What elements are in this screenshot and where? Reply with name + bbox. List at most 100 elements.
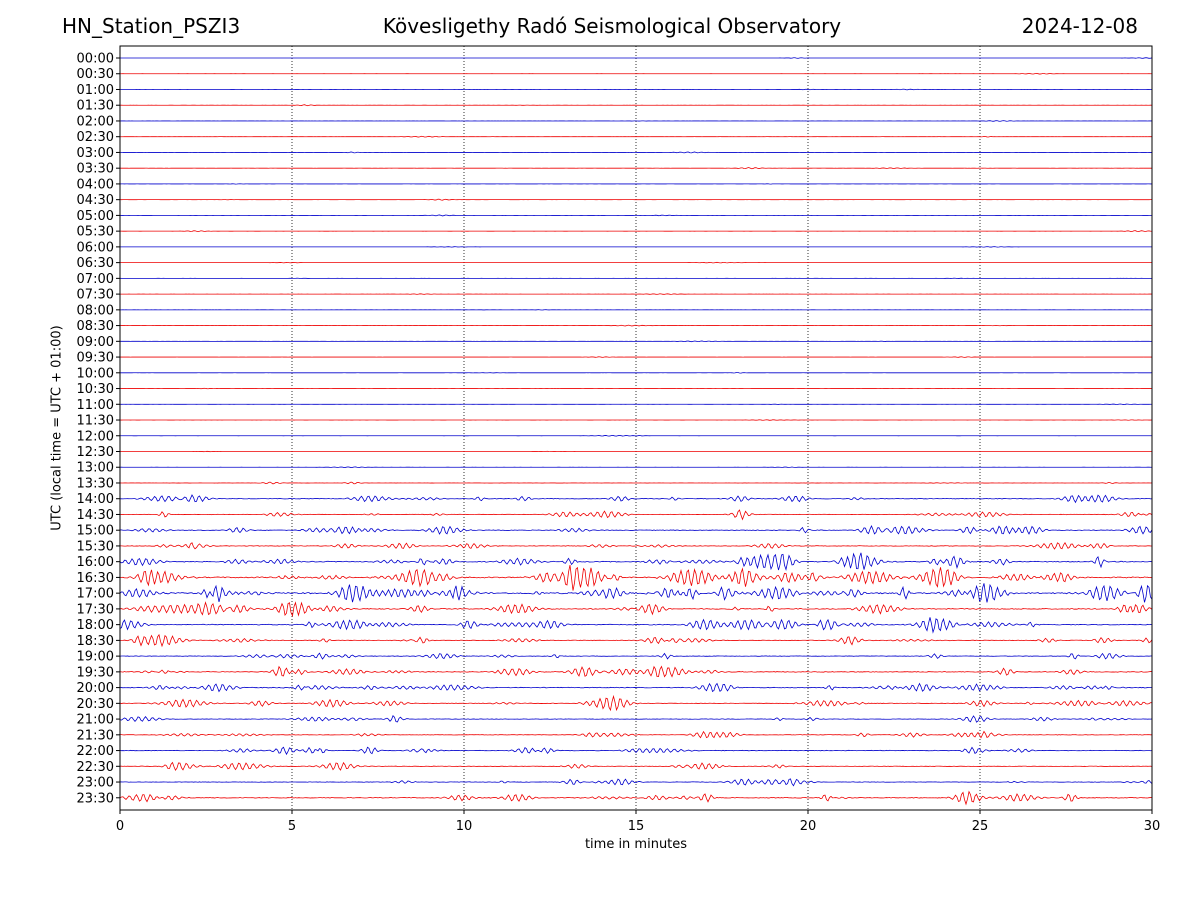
trace-0330 bbox=[119, 167, 1153, 170]
trace-1000 bbox=[120, 372, 1153, 374]
trace-1600 bbox=[119, 552, 1153, 571]
y-tick-label: 15:00 bbox=[77, 524, 114, 539]
y-tick-label: 21:00 bbox=[77, 713, 114, 728]
y-tick-label: 02:00 bbox=[77, 114, 114, 129]
y-tick-label: 11:30 bbox=[77, 414, 114, 429]
trace-1530 bbox=[119, 542, 1153, 550]
y-tick-label: 03:00 bbox=[77, 146, 114, 161]
y-tick-label: 05:30 bbox=[77, 225, 114, 240]
y-tick-label: 14:30 bbox=[77, 508, 114, 523]
y-tick-label: 09:00 bbox=[77, 335, 114, 350]
x-tick-label: 10 bbox=[456, 819, 473, 834]
trace-2030 bbox=[119, 694, 1153, 712]
trace-2130 bbox=[120, 730, 1153, 739]
y-tick-label: 02:30 bbox=[77, 130, 114, 145]
y-tick-label: 08:30 bbox=[77, 319, 114, 334]
station-name: HN_Station_PSZI3 bbox=[62, 14, 241, 38]
trace-0300 bbox=[120, 151, 1153, 154]
grid-layer bbox=[291, 46, 981, 810]
trace-2200 bbox=[119, 746, 1153, 756]
y-tick-label: 18:00 bbox=[77, 618, 114, 633]
trace-0230 bbox=[119, 135, 1153, 138]
y-tick-label: 19:00 bbox=[77, 650, 114, 665]
y-tick-label: 23:30 bbox=[77, 791, 114, 806]
trace-1130 bbox=[119, 419, 1153, 421]
trace-0900 bbox=[120, 340, 1153, 343]
y-tick-label: 00:00 bbox=[77, 52, 114, 67]
trace-0730 bbox=[119, 293, 1153, 295]
y-tick-label: 05:00 bbox=[77, 209, 114, 224]
y-tick-label: 12:30 bbox=[77, 445, 114, 460]
y-axis-label: UTC (local time = UTC + 01:00) bbox=[49, 325, 65, 531]
y-tick-label: 13:30 bbox=[77, 476, 114, 491]
trace-0030 bbox=[120, 73, 1153, 75]
trace-1500 bbox=[119, 525, 1153, 535]
y-tick-label: 11:00 bbox=[77, 398, 114, 413]
trace-1900 bbox=[119, 652, 1153, 660]
trace-1930 bbox=[119, 665, 1153, 678]
trace-2230 bbox=[119, 761, 1153, 772]
y-tick-label: 13:00 bbox=[77, 461, 114, 476]
x-tick-label: 5 bbox=[288, 819, 296, 834]
trace-0130 bbox=[119, 104, 1152, 107]
observatory-title: Kövesligethy Radó Seismological Observat… bbox=[382, 14, 842, 38]
y-tick-label: 21:30 bbox=[77, 728, 114, 743]
x-tick-label: 25 bbox=[972, 819, 989, 834]
y-tick-label: 16:30 bbox=[77, 571, 114, 586]
y-tick-label: 08:00 bbox=[77, 303, 114, 318]
y-tick-label: 12:00 bbox=[77, 429, 114, 444]
x-tick-label: 0 bbox=[116, 819, 124, 834]
y-tick-label: 06:00 bbox=[77, 240, 114, 255]
y-tick-label: 23:00 bbox=[77, 776, 114, 791]
x-tick-label: 20 bbox=[800, 819, 817, 834]
y-tick-label: 22:30 bbox=[77, 760, 114, 775]
x-tick-label: 30 bbox=[1144, 819, 1161, 834]
trace-1300 bbox=[119, 466, 1153, 468]
trace-1730 bbox=[119, 601, 1153, 618]
trace-2300 bbox=[119, 778, 1153, 787]
y-tick-label: 19:30 bbox=[77, 665, 114, 680]
trace-1830 bbox=[119, 633, 1153, 648]
y-tick-label: 00:30 bbox=[77, 67, 114, 82]
y-tick-label: 04:30 bbox=[77, 193, 114, 208]
y-tick-label: 10:00 bbox=[77, 366, 114, 381]
y-tick-label: 10:30 bbox=[77, 382, 114, 397]
trace-1330 bbox=[119, 481, 1153, 485]
y-tick-label: 20:30 bbox=[77, 697, 114, 712]
y-tick-label: 15:30 bbox=[77, 539, 114, 554]
trace-1800 bbox=[119, 617, 1153, 634]
y-tick-label: 07:30 bbox=[77, 288, 114, 303]
trace-1430 bbox=[119, 509, 1153, 521]
y-tick-label: 01:30 bbox=[77, 99, 114, 114]
trace-0930 bbox=[119, 356, 1153, 358]
y-tick-label: 17:30 bbox=[77, 602, 114, 617]
y-tick-label: 22:00 bbox=[77, 744, 114, 759]
trace-0200 bbox=[119, 120, 1152, 122]
y-tick-label: 07:00 bbox=[77, 272, 114, 287]
trace-0100 bbox=[119, 88, 1153, 91]
y-tick-label: 18:30 bbox=[77, 634, 114, 649]
y-tick-label: 09:30 bbox=[77, 351, 114, 366]
trace-0500 bbox=[119, 214, 1153, 217]
trace-2100 bbox=[119, 715, 1153, 723]
tick-layer: 0 5 10 15 20 25 30 00:0000:3001:0001:3002:0002:… bbox=[77, 52, 1161, 835]
y-tick-label: 16:00 bbox=[77, 555, 114, 570]
y-tick-label: 14:00 bbox=[77, 492, 114, 507]
trace-0600 bbox=[119, 246, 1153, 248]
trace-layer bbox=[119, 57, 1153, 806]
y-tick-label: 04:00 bbox=[77, 177, 114, 192]
trace-1700 bbox=[119, 583, 1153, 603]
y-tick-label: 06:30 bbox=[77, 256, 114, 271]
trace-1400 bbox=[119, 494, 1153, 504]
y-tick-label: 03:30 bbox=[77, 162, 114, 177]
x-tick-label: 15 bbox=[628, 819, 645, 834]
trace-1100 bbox=[119, 403, 1152, 405]
trace-2000 bbox=[119, 682, 1153, 693]
trace-1200 bbox=[120, 434, 1153, 437]
trace-0830 bbox=[120, 324, 1153, 327]
trace-2330 bbox=[119, 790, 1153, 806]
y-tick-label: 01:00 bbox=[77, 83, 114, 98]
trace-0530 bbox=[119, 230, 1153, 233]
record-date: 2024-12-08 bbox=[1021, 14, 1138, 38]
